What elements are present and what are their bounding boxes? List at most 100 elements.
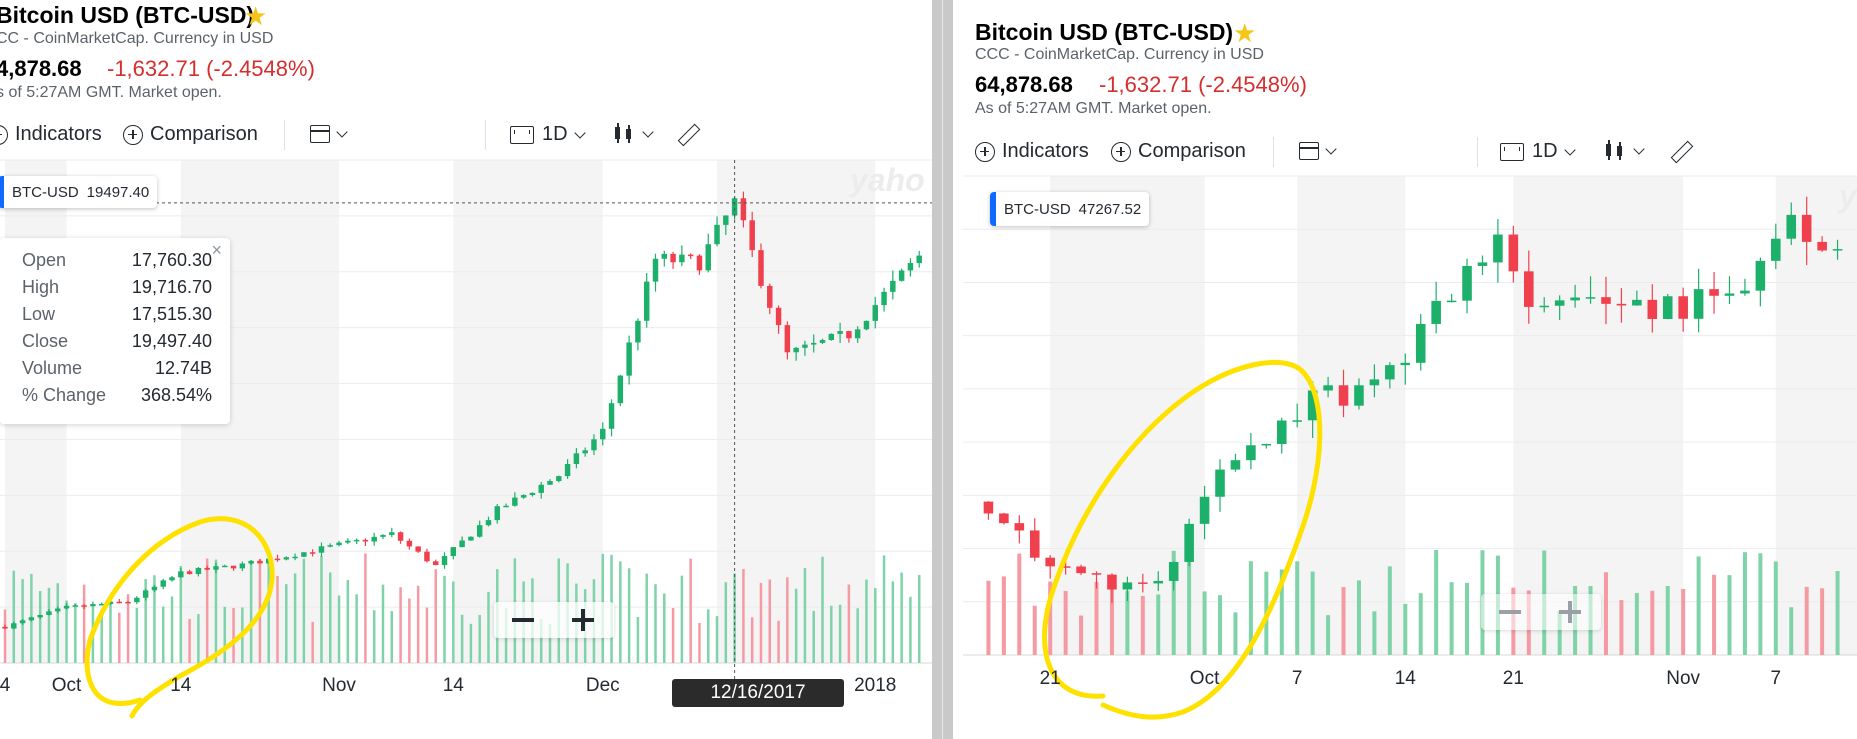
volume-bar <box>1634 593 1639 655</box>
candle-body <box>1060 566 1071 568</box>
candle-body <box>380 534 386 537</box>
candle-body <box>600 428 606 440</box>
candle-body <box>1570 297 1580 301</box>
volume-bar <box>759 582 763 663</box>
volume-bar <box>786 577 789 663</box>
zoom-out-button[interactable] <box>1495 597 1525 627</box>
candle-body <box>476 525 483 537</box>
candle-body <box>28 617 35 621</box>
candle-body <box>1693 289 1704 319</box>
candle-body <box>1215 469 1225 497</box>
comparison-button[interactable]: Comparison <box>123 123 258 146</box>
price-change: -1,632.71 (-2.4548%) <box>107 56 315 81</box>
volume-bar <box>153 575 156 663</box>
panel-divider <box>932 0 953 739</box>
tooltip-close-icon[interactable]: × <box>211 240 222 260</box>
candle-body <box>1076 566 1086 574</box>
zoom-in-button[interactable] <box>1555 597 1585 627</box>
date-range-button[interactable] <box>1299 142 1337 160</box>
candle-body <box>538 484 544 493</box>
candle-body <box>846 331 852 339</box>
candle-body <box>810 342 817 345</box>
volume-bar <box>1295 561 1300 655</box>
candle-body <box>345 540 351 543</box>
volume-bar <box>214 559 218 663</box>
toolbar-divider <box>485 120 486 150</box>
candlestick-icon <box>1603 140 1627 162</box>
volume-bar <box>232 607 235 663</box>
toolbar-divider <box>1273 137 1274 167</box>
date-range-button[interactable] <box>310 125 348 143</box>
candle-body <box>1153 580 1164 584</box>
interval-button[interactable]: 1D <box>1500 140 1576 163</box>
x-axis-tick-label: 14 <box>170 675 192 696</box>
tooltip-label: Volume <box>22 358 83 378</box>
watchlist-star-icon[interactable]: ★ <box>244 1 268 31</box>
candle-body <box>1709 289 1719 296</box>
zoom-in-button[interactable] <box>568 605 598 635</box>
volume-bar <box>346 580 350 663</box>
volume-bar <box>337 595 341 663</box>
volume-bar <box>170 596 174 663</box>
candle-body <box>1801 214 1812 242</box>
candle-body <box>819 340 826 343</box>
comparison-button[interactable]: Comparison <box>1111 140 1246 163</box>
interval-icon <box>1500 142 1524 161</box>
candle-body <box>81 605 87 607</box>
crosshair-date-label: 12/16/2017 <box>672 679 844 707</box>
volume-bar <box>1665 586 1670 655</box>
volume-bar <box>416 585 420 663</box>
volume-bar <box>65 600 68 663</box>
candle-body <box>670 253 676 263</box>
chart-type-button[interactable] <box>612 123 654 145</box>
candle-body <box>1029 530 1040 558</box>
volume-bar <box>118 612 121 663</box>
interval-icon <box>510 125 534 144</box>
volume-bar <box>205 558 209 663</box>
volume-bar <box>249 560 253 663</box>
interval-button[interactable]: 1D <box>510 123 586 146</box>
volume-bar <box>1202 591 1207 655</box>
volume-bar <box>1681 589 1686 655</box>
indicators-button[interactable]: Indicators <box>975 140 1089 163</box>
volume-bar <box>1789 607 1794 655</box>
candle-body <box>178 571 184 578</box>
x-axis-tick-label: 14 <box>1394 668 1416 689</box>
highlight-circle-annotation <box>84 516 275 719</box>
grid-band <box>1050 176 1205 655</box>
indicators-button[interactable]: Indicators <box>0 123 102 146</box>
volume-bar <box>645 573 648 663</box>
candle-body <box>494 506 500 521</box>
candle-body <box>854 329 861 339</box>
volume-bar <box>1171 550 1176 655</box>
volume-bar <box>777 620 780 663</box>
volume-bar <box>715 616 719 663</box>
candle-body <box>1354 385 1364 406</box>
watchlist-star-icon[interactable]: ★ <box>1233 18 1257 48</box>
volume-bar <box>399 587 402 663</box>
candle-body <box>1493 234 1503 263</box>
candle-body <box>1431 300 1441 324</box>
volume-bar <box>285 584 288 663</box>
volume-bar <box>671 607 675 663</box>
candle-body <box>1292 420 1302 422</box>
candle-body <box>758 250 764 286</box>
right-candlestick-chart[interactable] <box>953 0 1857 739</box>
candle-body <box>1771 238 1781 261</box>
price-tag: BTC-USD 47267.52 <box>990 192 1150 226</box>
volume-bar <box>1356 580 1361 655</box>
volume-bar <box>750 617 754 663</box>
chart-type-button[interactable] <box>1603 140 1645 162</box>
candle-body <box>1508 234 1519 272</box>
toolbar-divider <box>1477 137 1478 167</box>
candle-body <box>72 605 79 607</box>
volume-bar <box>1650 590 1655 655</box>
candle-body <box>406 540 413 547</box>
volume-bar <box>619 561 622 663</box>
volume-bar <box>1418 593 1423 655</box>
candle-body <box>626 342 632 376</box>
zoom-out-button[interactable] <box>508 605 538 635</box>
market-status: As of 5:27AM GMT. Market open. <box>975 100 1212 117</box>
candle-body <box>292 556 298 559</box>
candle-body <box>999 513 1009 524</box>
